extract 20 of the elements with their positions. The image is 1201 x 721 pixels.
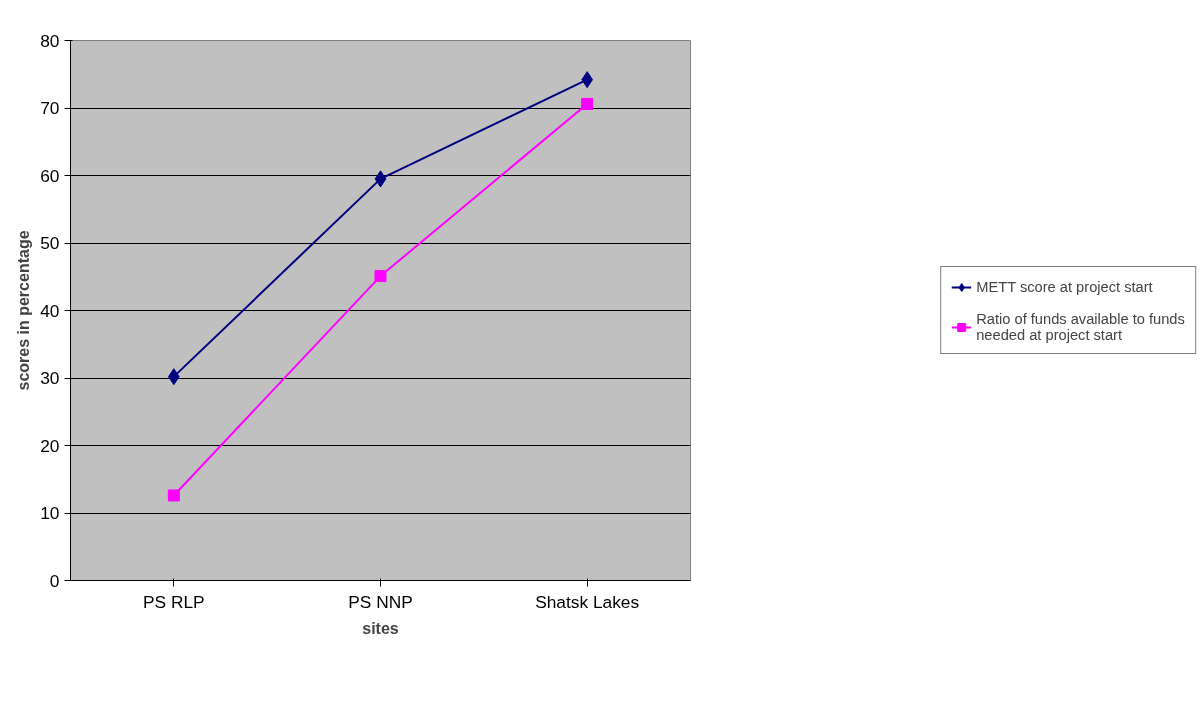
x-axis-title: sites [362, 619, 399, 637]
point [167, 489, 180, 502]
y-tick-label: 10 [40, 503, 60, 523]
point [374, 270, 387, 283]
y-tick-label: 40 [40, 300, 60, 321]
point [374, 170, 387, 188]
y-tick-label: 80 [40, 30, 60, 51]
y-tick-label: 60 [40, 165, 60, 186]
legend-label: Ratio of funds available to funds needed at project start [976, 311, 1185, 343]
y-axis-title: scores in percentage [15, 230, 33, 391]
y-tick-label: 20 [40, 435, 60, 456]
y-tick-label: 30 [40, 368, 60, 388]
y-tick-label: 50 [40, 233, 60, 253]
point [581, 97, 594, 110]
x-tick-label: PS NNP [348, 591, 413, 612]
y-tick-label: 0 [49, 570, 60, 591]
y-tick-label: 70 [40, 98, 60, 118]
x-tick-label: PS RLP [143, 591, 205, 612]
x-tick-label: Shatsk Lakes [535, 591, 640, 612]
legend-label: METT score at project start [976, 279, 1153, 295]
